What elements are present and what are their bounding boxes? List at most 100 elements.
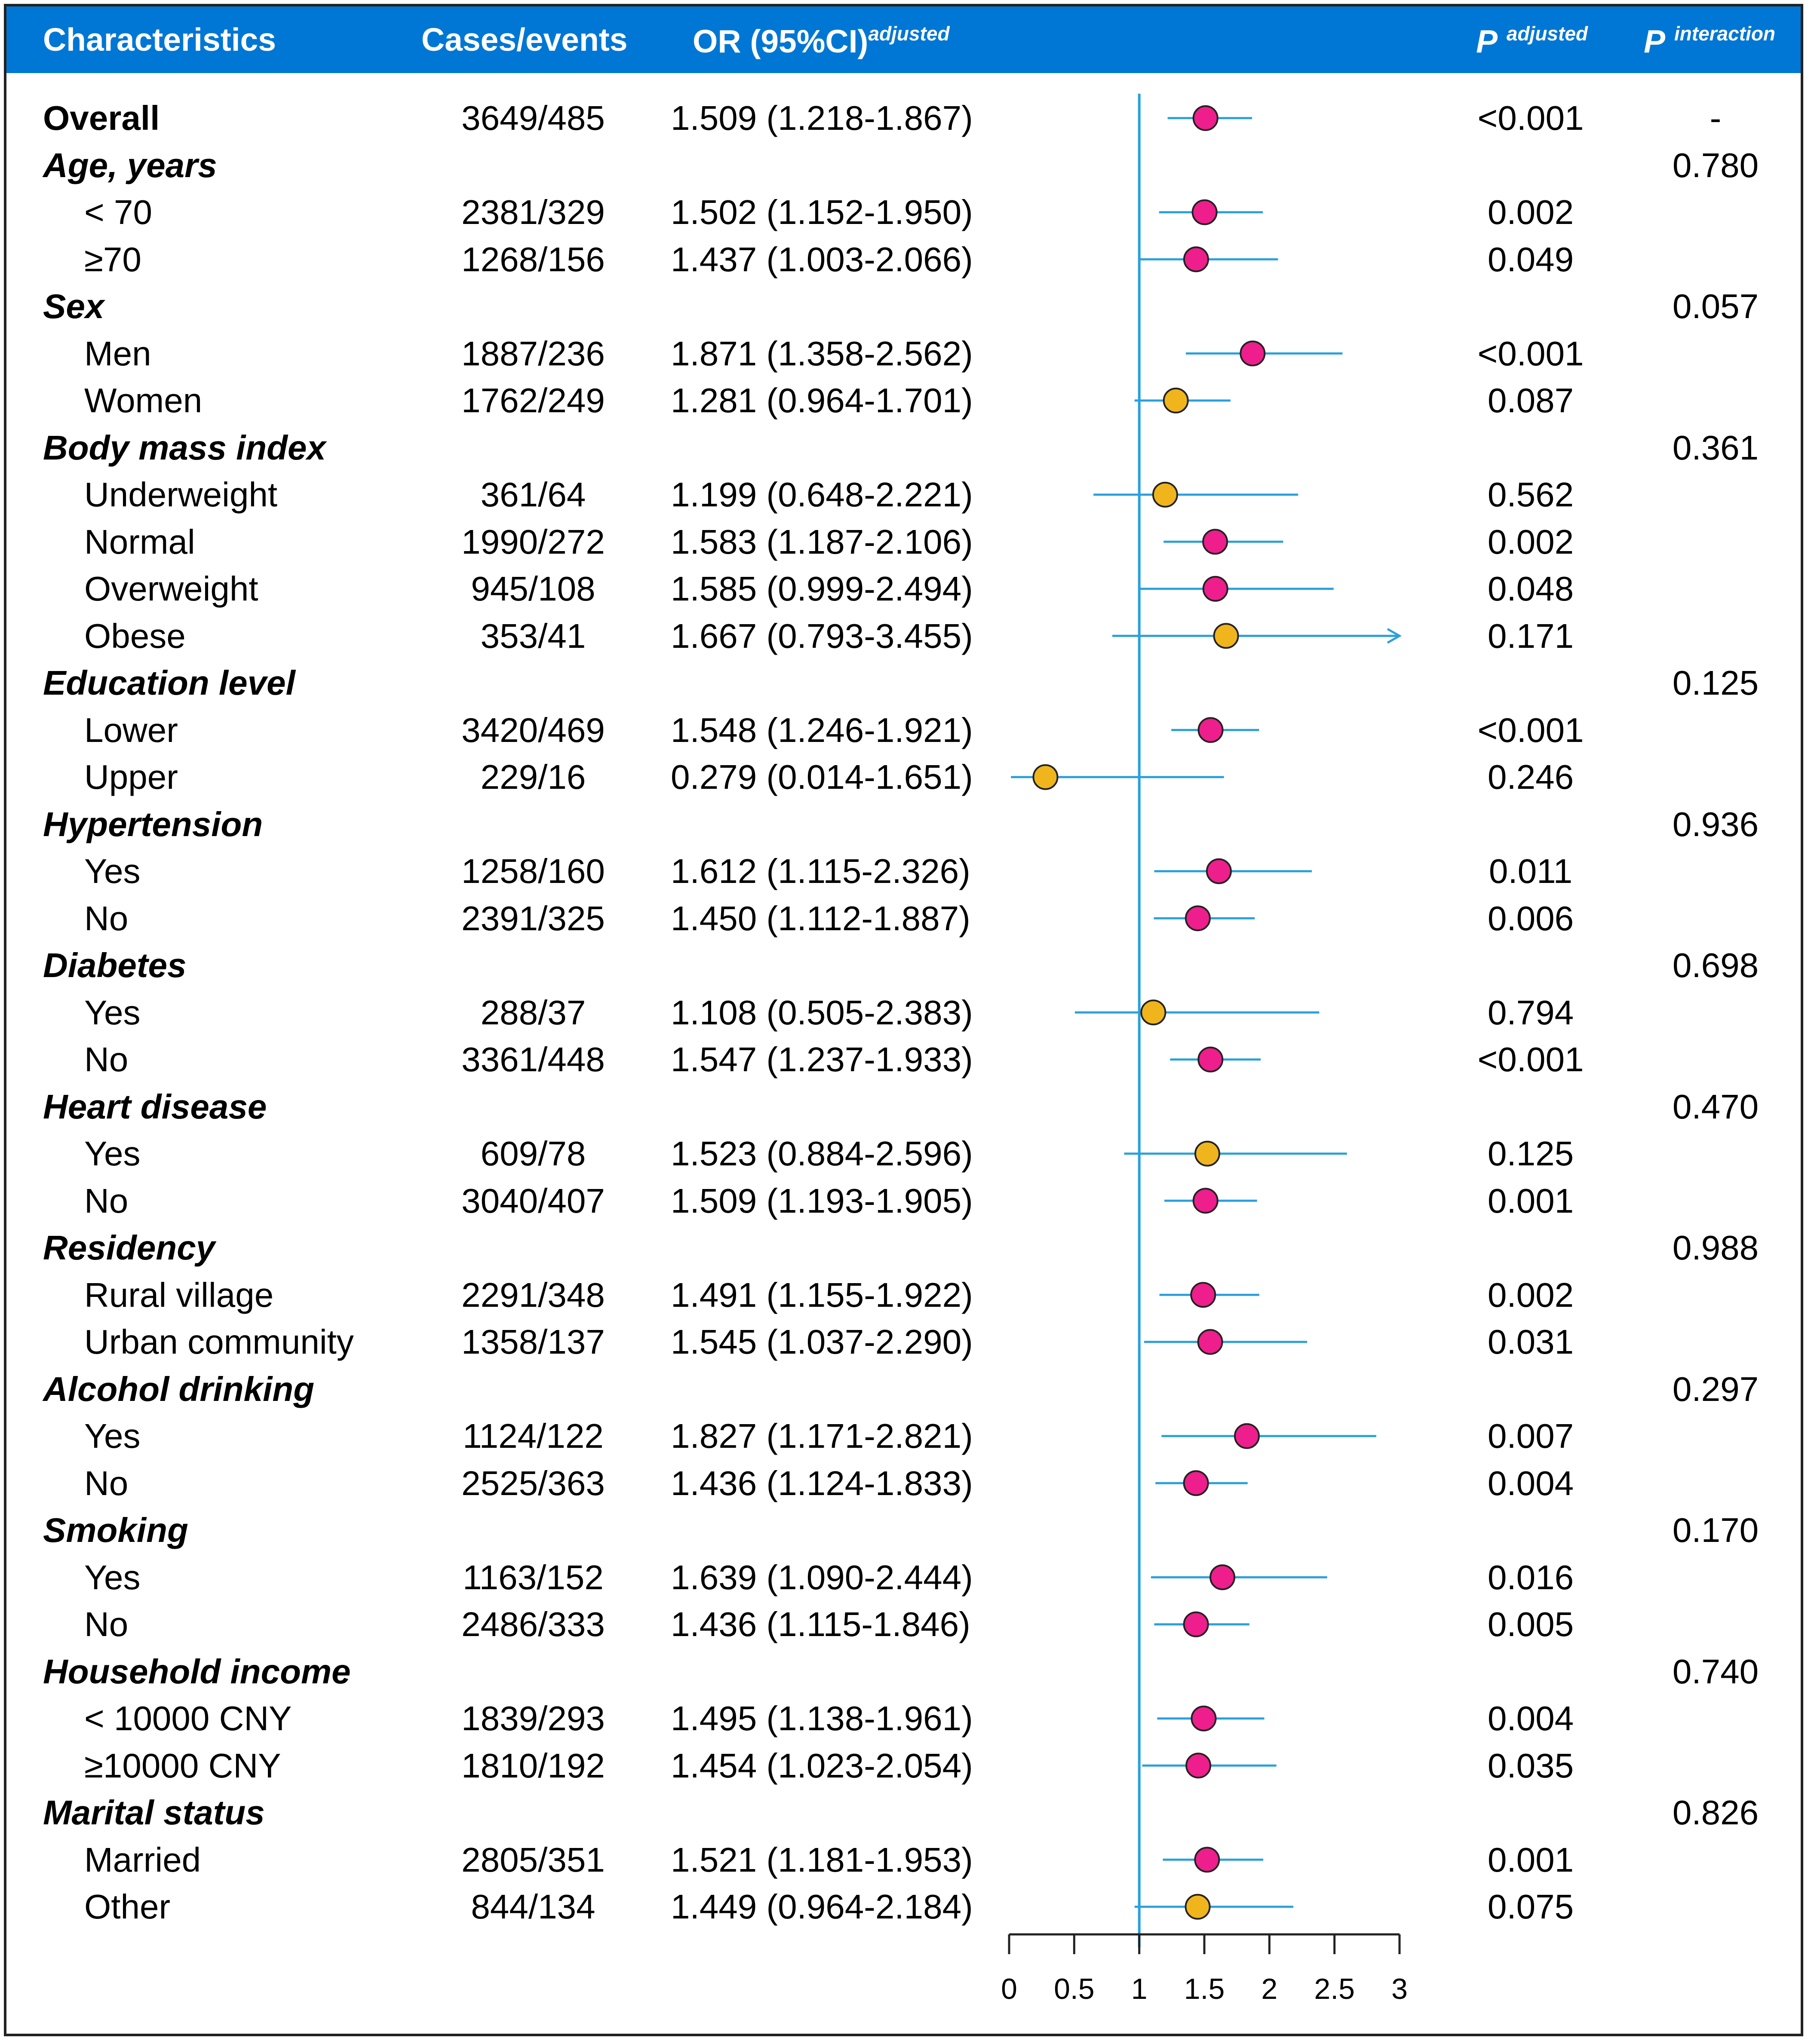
row-or-ci: 1.281 (0.964-1.701) [671,381,973,420]
or-point [1192,105,1219,131]
or-point [1213,623,1239,649]
group-header-row: Sex 0.057 [0,283,1811,330]
row-p-adjusted: 0.002 [1487,522,1574,561]
group-header-row: Education level 0.125 [0,659,1811,707]
row-p-adjusted: 0.016 [1487,1558,1574,1597]
header-p-adjusted: P adjusted [1476,24,1588,58]
row-label: Diabetes [43,946,187,984]
header-cases-events: Cases/events [421,21,628,58]
or-point [1183,1611,1209,1637]
or-point [1190,1282,1216,1308]
table-row: No 2486/333 1.436 (1.115-1.846) 0.005 [0,1601,1811,1648]
row-cases: 1258/160 [461,852,605,890]
row-cases: 844/134 [471,1888,595,1926]
table-row: Other 844/134 1.449 (0.964-2.184) 0.075 [0,1883,1811,1931]
row-label: Education level [43,664,295,702]
table-row: No 3361/448 1.547 (1.237-1.933) <0.001 [0,1036,1811,1083]
row-or-ci: 1.502 (1.152-1.950) [671,193,973,231]
row-or-ci: 1.449 (0.964-2.184) [671,1888,973,1926]
row-or-ci: 1.454 (1.023-2.054) [671,1746,973,1785]
header-p-sup: adjusted [1506,22,1588,45]
table-row: < 70 2381/329 1.502 (1.152-1.950) 0.002 [0,189,1811,236]
group-header-row: Residency 0.988 [0,1224,1811,1272]
row-p-interaction: 0.170 [1672,1511,1759,1549]
row-p-adjusted: 0.035 [1487,1746,1574,1785]
row-label: Overweight [84,570,258,608]
row-cases: 1762/249 [461,381,605,420]
row-p-adjusted: 0.004 [1487,1699,1574,1738]
or-point [1152,481,1178,508]
or-point [1185,1894,1211,1920]
row-label: Age, years [43,146,217,184]
row-p-interaction: 0.936 [1672,805,1759,843]
row-p-interaction: 0.698 [1672,946,1759,984]
row-label: Marital status [43,1793,265,1832]
row-p-adjusted: <0.001 [1477,711,1584,749]
row-or-ci: 1.583 (1.187-2.106) [671,522,973,561]
group-header-row: Marital status 0.826 [0,1789,1811,1836]
row-p-adjusted: 0.005 [1487,1605,1574,1643]
or-point [1209,1564,1236,1590]
row-label: Overall [43,99,160,137]
table-row: < 10000 CNY 1839/293 1.495 (1.138-1.961) 0.… [0,1695,1811,1742]
header-pi-sup: interaction [1674,22,1776,45]
or-point [1185,905,1211,932]
row-label: Men [84,334,151,373]
table-row: Rural village 2291/348 1.491 (1.155-1.922)… [0,1272,1811,1319]
row-or-ci: 1.436 (1.115-1.846) [671,1605,970,1643]
row-label: Sex [43,287,104,325]
row-label: Married [84,1840,201,1879]
row-label: No [84,1181,129,1220]
row-or-ci: 1.612 (1.115-2.326) [671,852,970,890]
table-row: Normal 1990/272 1.583 (1.187-2.106) 0.002 [0,518,1811,566]
row-label: ≥10000 CNY [84,1746,281,1785]
table-row: ≥70 1268/156 1.437 (1.003-2.066) 0.049 [0,236,1811,283]
row-p-adjusted: 0.562 [1487,475,1574,514]
row-label: Yes [84,1558,141,1597]
row-cases: 2391/325 [461,899,605,938]
row-label: Lower [84,711,178,749]
row-cases: 2291/348 [461,1275,605,1314]
table-row: Yes 609/78 1.523 (0.884-2.596) 0.125 [0,1130,1811,1177]
x-axis-tick-label: 2.5 [1314,1973,1355,2005]
table-row: Yes 288/37 1.108 (0.505-2.383) 0.794 [0,989,1811,1036]
row-label: Yes [84,1417,141,1455]
table-row: ≥10000 CNY 1810/192 1.454 (1.023-2.054) 0.0… [0,1742,1811,1790]
row-cases: 1810/192 [461,1746,605,1785]
row-or-ci: 1.437 (1.003-2.066) [671,240,973,279]
group-header-row: Body mass index 0.361 [0,424,1811,472]
table-row: Married 2805/351 1.521 (1.181-1.953) 0.001 [0,1836,1811,1884]
row-p-adjusted: 0.031 [1487,1323,1574,1361]
row-cases: 288/37 [480,993,586,1032]
table-row: Overweight 945/108 1.585 (0.999-2.494) 0.04… [0,565,1811,613]
row-p-adjusted: 0.006 [1487,899,1574,938]
row-p-interaction: 0.826 [1672,1793,1759,1832]
or-point [1194,1847,1220,1873]
or-point [1183,1470,1209,1496]
row-p-interaction: 0.740 [1672,1652,1759,1691]
row-p-adjusted: 0.001 [1487,1840,1574,1879]
row-p-adjusted: 0.087 [1487,381,1574,420]
row-or-ci: 1.639 (1.090-2.444) [671,1558,973,1597]
row-label: Residency [43,1229,215,1267]
row-p-adjusted: 0.004 [1487,1464,1574,1502]
table-row: Urban community 1358/137 1.545 (1.037-2.29… [0,1318,1811,1366]
row-p-interaction: 0.470 [1672,1087,1759,1126]
row-p-adjusted: 0.011 [1489,852,1573,890]
group-header-row: Alcohol drinking 0.297 [0,1366,1811,1413]
row-label: Household income [43,1652,351,1691]
group-header-row: Heart disease 0.470 [0,1083,1811,1131]
x-axis-tick-label: 0.5 [1054,1973,1095,2005]
row-or-ci: 1.545 (1.037-2.290) [671,1323,973,1361]
row-cases: 1839/293 [461,1699,605,1738]
row-cases: 3420/469 [461,711,605,749]
row-label: No [84,1040,129,1079]
row-label: Normal [84,522,195,561]
row-cases: 609/78 [480,1134,586,1173]
group-header-row: Smoking 0.170 [0,1507,1811,1554]
row-cases: 2486/333 [461,1605,605,1643]
row-p-adjusted: 0.048 [1487,570,1574,608]
or-point [1191,199,1218,225]
x-axis-tick-label: 1 [1131,1973,1148,2005]
header-p-label: P [1476,23,1498,59]
